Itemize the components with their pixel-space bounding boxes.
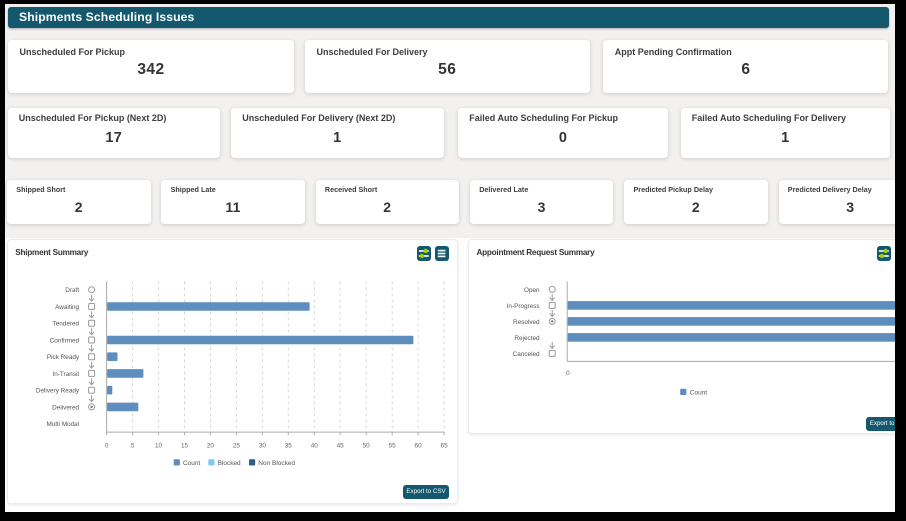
svg-text:5: 5 <box>131 442 135 449</box>
svg-text:Awaiting: Awaiting <box>55 303 79 310</box>
svg-text:Delivery Ready: Delivery Ready <box>36 387 80 394</box>
svg-text:10: 10 <box>155 442 163 449</box>
svg-text:Open: Open <box>524 286 540 293</box>
svg-text:Delivered: Delivered <box>52 404 79 411</box>
svg-text:Multi Modal: Multi Modal <box>46 421 79 428</box>
svg-text:Blocked: Blocked <box>217 459 240 466</box>
svg-text:45: 45 <box>337 442 345 449</box>
svg-text:Canceled: Canceled <box>512 350 539 357</box>
svg-text:0: 0 <box>105 442 109 449</box>
svg-text:35: 35 <box>285 442 293 449</box>
svg-text:40: 40 <box>311 442 319 449</box>
svg-text:Rejected: Rejected <box>514 334 540 341</box>
svg-text:Confirmed: Confirmed <box>50 337 80 344</box>
svg-text:Resolved: Resolved <box>513 318 540 325</box>
svg-text:Draft: Draft <box>65 287 79 294</box>
svg-text:Pick Ready: Pick Ready <box>47 354 80 361</box>
svg-text:30: 30 <box>259 442 267 449</box>
svg-text:Count: Count <box>690 389 708 396</box>
svg-text:55: 55 <box>389 442 397 449</box>
svg-text:50: 50 <box>363 442 371 449</box>
svg-text:60: 60 <box>414 442 422 449</box>
svg-text:In-Progress: In-Progress <box>506 302 539 309</box>
svg-text:15: 15 <box>181 442 189 449</box>
svg-text:0: 0 <box>566 370 570 377</box>
svg-text:20: 20 <box>207 442 215 449</box>
svg-text:Count: Count <box>183 459 201 466</box>
svg-text:25: 25 <box>233 442 241 449</box>
svg-text:Non Blocked: Non Blocked <box>258 459 295 466</box>
svg-text:In-Transit: In-Transit <box>52 370 79 377</box>
svg-text:65: 65 <box>440 442 448 449</box>
svg-text:Tendered: Tendered <box>52 320 79 327</box>
